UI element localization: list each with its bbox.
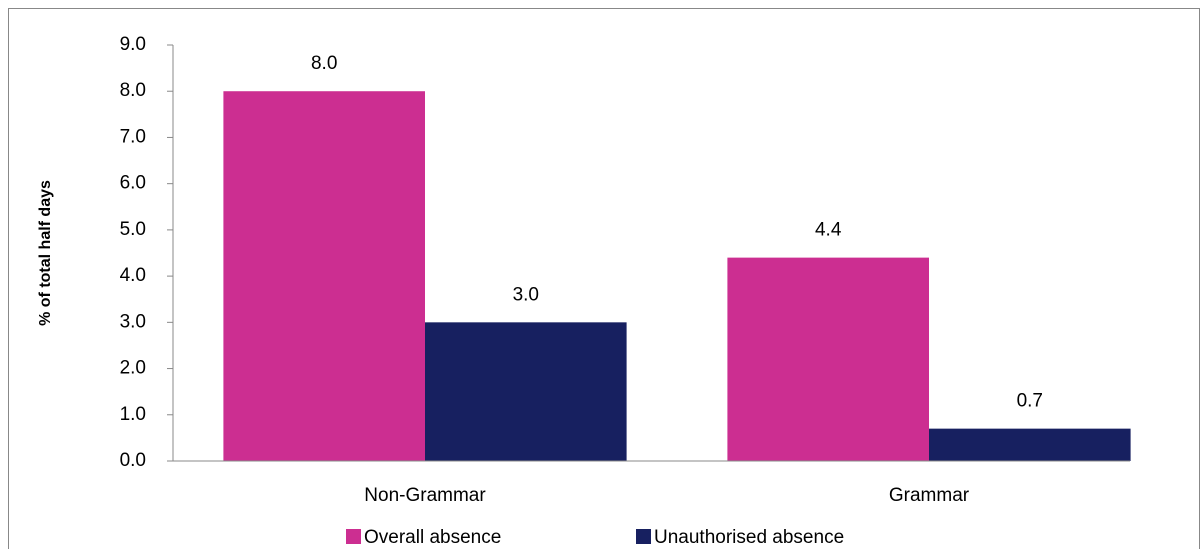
- y-tick-label: 2.0: [120, 358, 146, 379]
- x-tick-label: Non-Grammar: [364, 485, 486, 506]
- y-tick-label: 7.0: [120, 126, 146, 147]
- y-axis-title: % of total half days: [37, 180, 54, 326]
- data-label: 4.4: [815, 220, 842, 241]
- y-tick-label: 1.0: [120, 404, 146, 425]
- legend-swatch: [636, 529, 651, 544]
- y-tick-label: 0.0: [120, 450, 146, 471]
- bar: [727, 257, 929, 461]
- chart-border: [8, 8, 1200, 549]
- legend-swatch: [346, 529, 361, 544]
- y-tick-label: 4.0: [120, 265, 146, 286]
- data-label: 8.0: [311, 53, 337, 74]
- y-tick-label: 6.0: [120, 173, 146, 194]
- legend-label: Overall absence: [364, 527, 501, 548]
- bar: [223, 91, 425, 461]
- data-label: 3.0: [513, 284, 539, 305]
- data-label: 0.7: [1017, 391, 1043, 412]
- y-tick-label: 8.0: [120, 80, 146, 101]
- y-tick-label: 3.0: [120, 311, 146, 332]
- bar: [425, 322, 627, 461]
- legend-label: Unauthorised absence: [654, 527, 844, 548]
- x-tick-label: Grammar: [889, 485, 970, 506]
- y-tick-label: 5.0: [120, 219, 146, 240]
- bar: [929, 428, 1131, 461]
- y-tick-label: 9.0: [120, 34, 146, 55]
